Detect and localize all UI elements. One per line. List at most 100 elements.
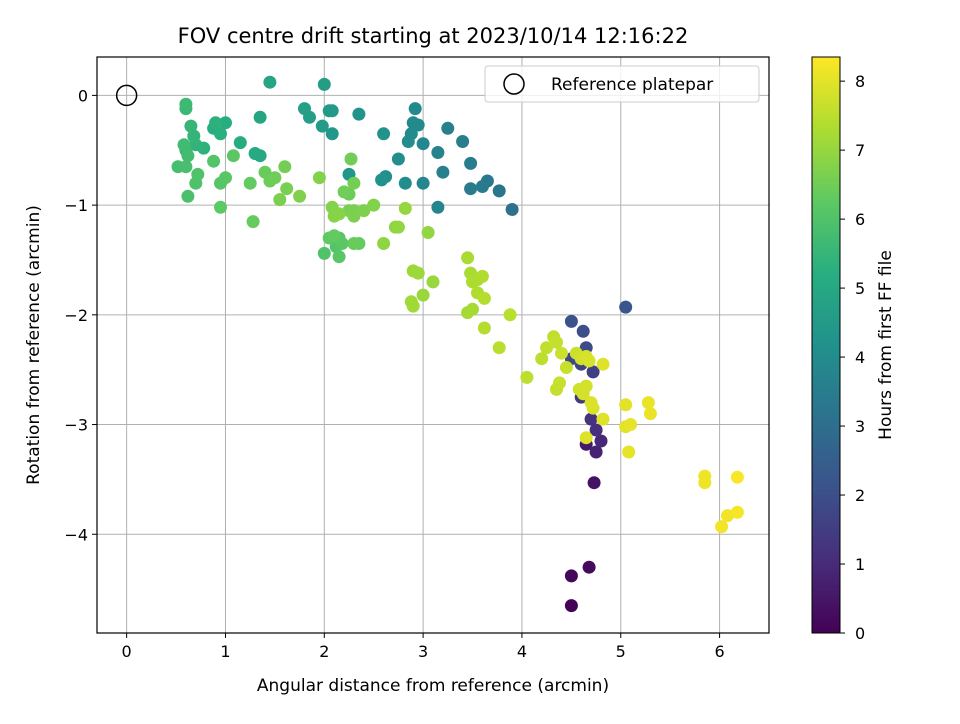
- scatter-point: [564, 569, 578, 583]
- scatter-point: [464, 182, 478, 196]
- points-layer: [171, 75, 744, 613]
- scatter-point: [461, 251, 475, 265]
- scatter-point: [540, 341, 554, 355]
- scatter-point: [391, 220, 405, 234]
- scatter-point: [398, 176, 412, 190]
- reference-layer: [115, 84, 138, 107]
- scatter-point: [219, 171, 232, 185]
- scatter-point: [456, 135, 470, 148]
- scatter-point: [586, 365, 600, 379]
- y-tick-label: −4: [64, 525, 88, 544]
- x-tick-label: 2: [319, 642, 329, 661]
- scatter-point: [332, 207, 346, 221]
- scatter-point: [431, 200, 445, 214]
- scatter-point: [177, 138, 191, 152]
- scatter-point: [315, 119, 329, 133]
- scatter-point: [587, 476, 601, 490]
- scatter-point: [214, 200, 227, 214]
- colorbar: 0 1 2 3 4 5 6 7 8 Hours from first FF file: [811, 56, 896, 643]
- scatter-point: [584, 412, 598, 426]
- scatter-point: [268, 171, 282, 185]
- y-tick-label: −3: [64, 416, 88, 435]
- scatter-point: [401, 135, 415, 148]
- x-tick-label: 6: [714, 642, 724, 661]
- scatter-point: [431, 146, 445, 159]
- reference-marker: [115, 84, 138, 107]
- colorbar-tick-label: 8: [855, 72, 865, 91]
- scatter-point: [377, 237, 391, 250]
- scatter-point: [492, 184, 506, 198]
- scatter-point: [564, 599, 578, 613]
- scatter-point: [179, 160, 193, 174]
- scatter-point: [352, 107, 366, 121]
- scatter-point: [464, 156, 478, 170]
- scatter-point: [263, 75, 277, 89]
- scatter-point: [243, 176, 257, 190]
- scatter-point: [332, 250, 346, 264]
- colorbar-tick-label: 1: [855, 555, 865, 574]
- scatter-point: [589, 423, 603, 437]
- scatter-point: [207, 154, 221, 168]
- scatter-point: [421, 226, 435, 239]
- scatter-point: [293, 189, 307, 203]
- scatter-point: [219, 116, 232, 130]
- scatter-point: [325, 127, 339, 141]
- scatter-point: [191, 167, 205, 181]
- legend-marker-reference: [503, 73, 525, 95]
- scatter-point: [398, 201, 412, 215]
- scatter-point: [564, 314, 578, 328]
- scatter-point: [619, 398, 633, 412]
- scatter-point: [367, 198, 381, 212]
- scatter-point: [253, 110, 267, 124]
- scatter-point: [246, 215, 260, 229]
- scatter-point: [375, 173, 389, 187]
- scatter-point: [579, 431, 593, 445]
- colorbar-tick-label: 3: [855, 417, 865, 436]
- y-axis-label: Rotation from reference (arcmin): [24, 205, 44, 485]
- scatter-point: [505, 203, 519, 216]
- scatter-point: [347, 176, 361, 190]
- scatter-point: [312, 171, 326, 185]
- scatter-point: [553, 376, 566, 390]
- scatter-point: [436, 165, 450, 179]
- colorbar-tick-label: 0: [855, 624, 865, 643]
- x-tick-label: 0: [122, 642, 132, 661]
- scatter-point: [233, 136, 247, 150]
- scatter-point: [576, 324, 590, 338]
- scatter-point: [477, 291, 491, 305]
- colorbar-tick-label: 2: [855, 486, 865, 505]
- scatter-point: [641, 396, 655, 410]
- scatter-point: [214, 127, 227, 141]
- scatter-point: [426, 275, 440, 289]
- scatter-point: [596, 357, 610, 371]
- colorbar-label: Hours from first FF file: [876, 250, 896, 440]
- scatter-point: [594, 434, 608, 448]
- scatter-point: [317, 246, 331, 260]
- legend: Reference platepar: [484, 65, 760, 103]
- colorbar-gradient: [811, 56, 841, 634]
- scatter-point: [377, 127, 391, 141]
- colorbar-ticks: 0 1 2 3 4 5 6 7 8: [840, 72, 865, 643]
- scatter-point: [582, 354, 596, 368]
- scatter-point: [477, 321, 491, 335]
- scatter-point: [179, 97, 193, 111]
- chart-title: FOV centre drift starting at 2023/10/14 …: [178, 24, 689, 48]
- x-tick-label: 3: [418, 642, 428, 661]
- scatter-point: [622, 445, 636, 459]
- scatter-point: [248, 147, 262, 160]
- scatter-point: [535, 352, 549, 366]
- scatter-point: [278, 160, 292, 174]
- scatter-point: [596, 412, 610, 426]
- scatter-point: [492, 341, 506, 355]
- scatter-point: [624, 418, 638, 431]
- legend-box: [484, 65, 760, 103]
- plot-area-frame: [96, 56, 770, 634]
- scatter-point: [555, 346, 568, 360]
- axis-ticks: 0 1 2 3 4 5 6 0 −1 −2 −3 −4: [64, 86, 724, 661]
- scatter-point: [347, 237, 361, 250]
- scatter-point: [416, 137, 430, 151]
- scatter-point: [715, 520, 729, 534]
- scatter-point: [226, 149, 240, 163]
- scatter-point: [347, 209, 361, 223]
